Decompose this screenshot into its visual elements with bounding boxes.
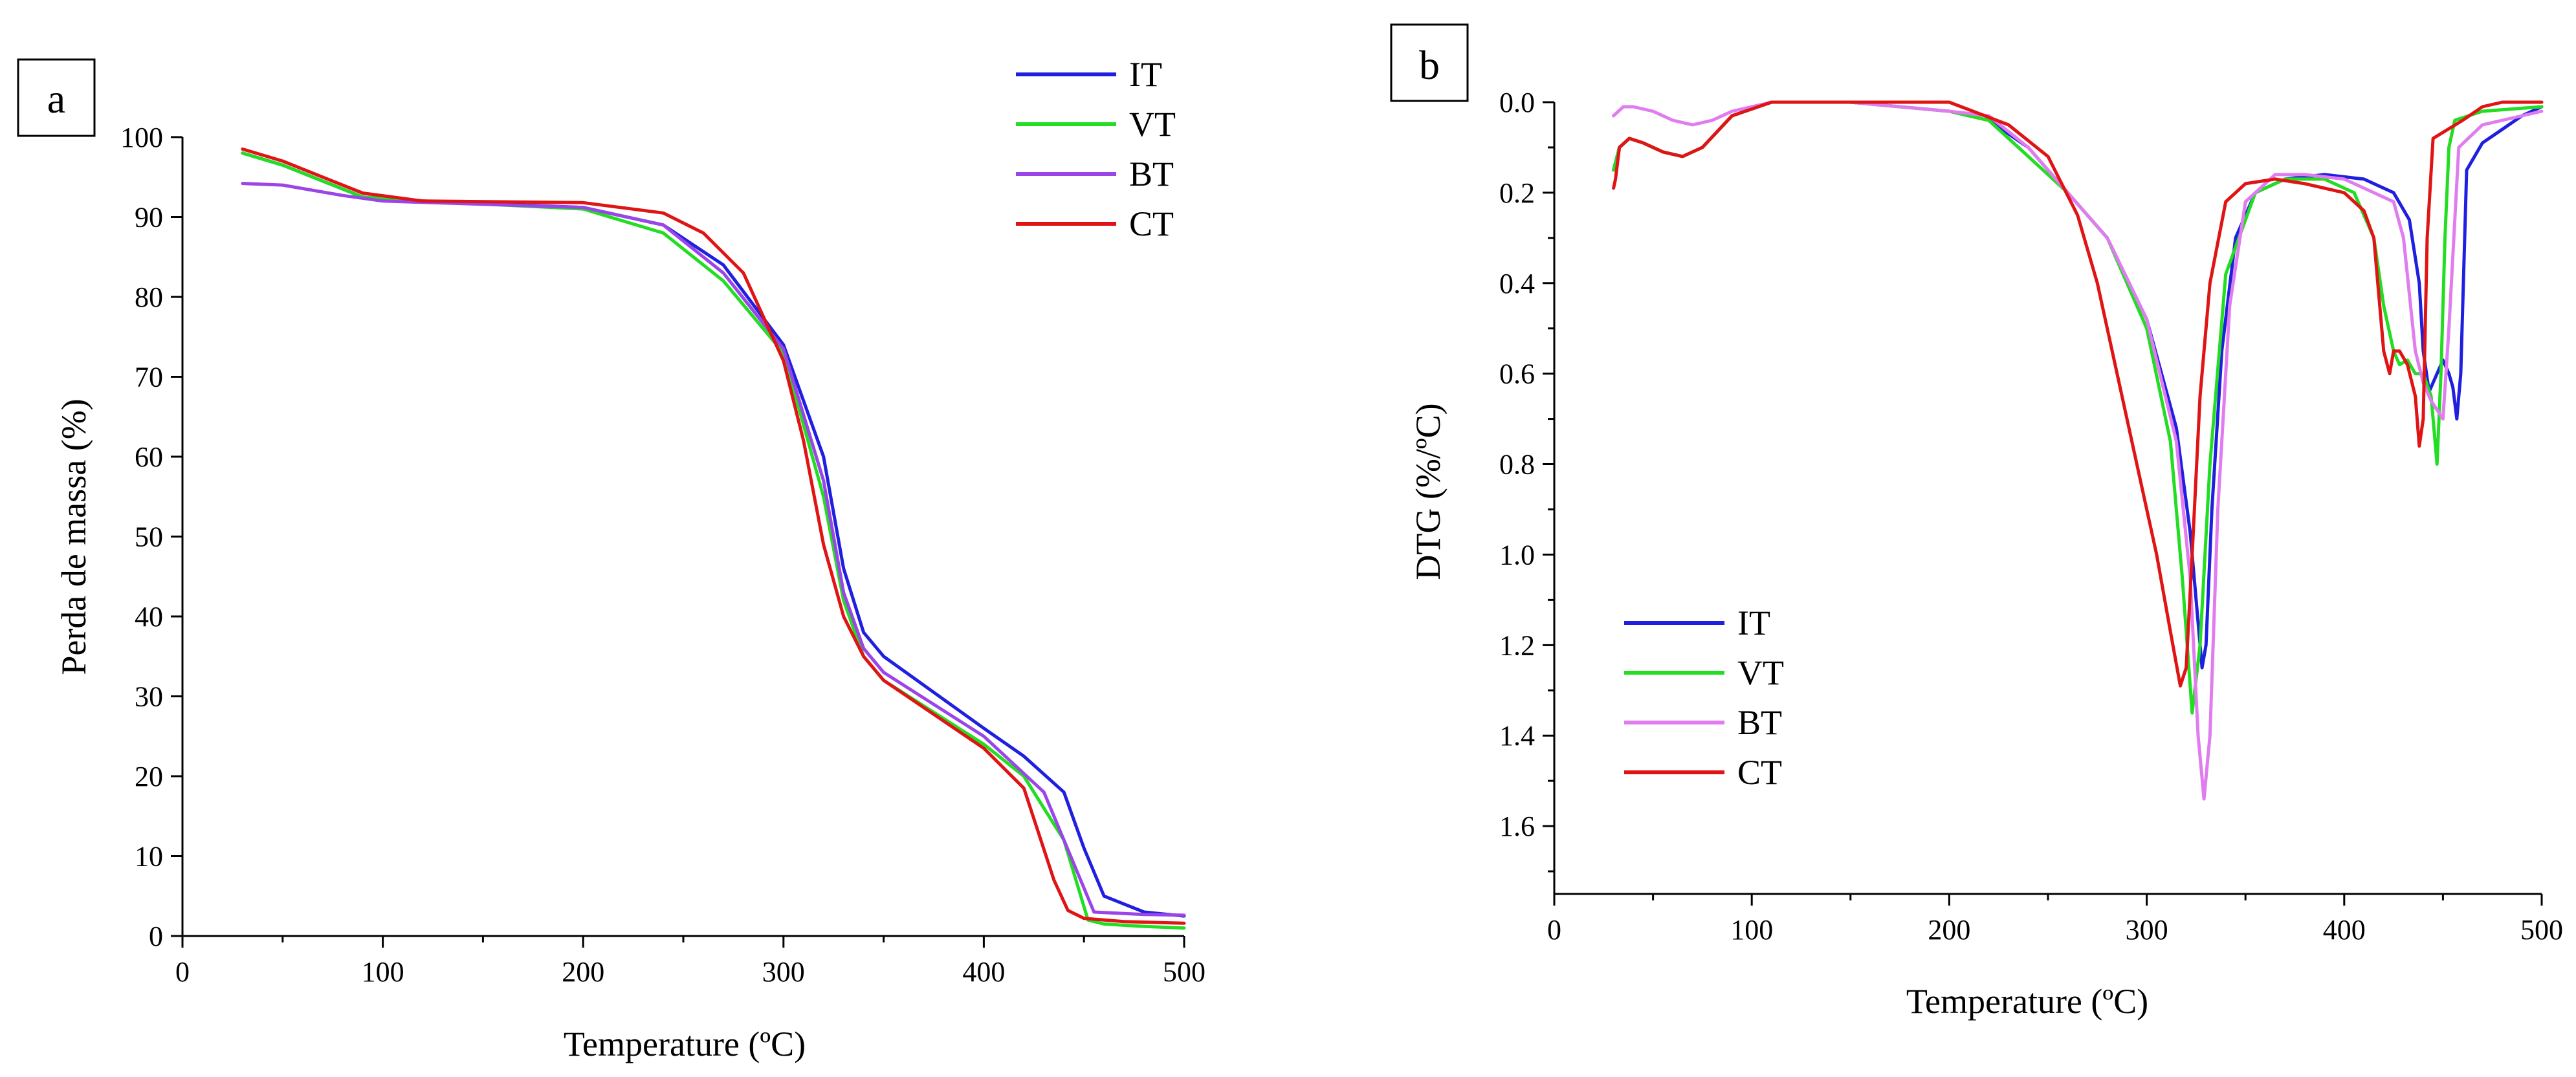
panel-a-x-tick-label: 400 (962, 956, 1005, 988)
panel-a-series-vt (241, 151, 1186, 930)
panel-a-x-ticks: 0 100 200 300 400 500 (175, 936, 1205, 988)
panel-a-y-tick-label: 50 (135, 521, 163, 553)
panel-a-y-tick-label: 0 (149, 920, 163, 952)
panel-b-label: b (1419, 42, 1440, 88)
panel-b-series-ct (1612, 100, 2544, 688)
panel-a-y-tick-label: 40 (135, 601, 163, 633)
panel-a-x-tick-label: 500 (1163, 956, 1205, 988)
panel-b-legend-label-bt: BT (1737, 703, 1782, 742)
panel-a-y-tick-label: 10 (135, 841, 163, 873)
panel-a-x-tick-label: 200 (562, 956, 604, 988)
panel-b-y-tick-label: 0.0 (1499, 87, 1535, 118)
panel-b-legend-label-it: IT (1737, 604, 1770, 642)
panel-a-x-tick-label: 100 (362, 956, 404, 988)
panel-b-x-tick-label: 300 (2126, 914, 2168, 946)
panel-a-legend-label-it: IT (1129, 55, 1162, 94)
panel-a-y-tick-label: 70 (135, 362, 163, 393)
panel-a-label: a (47, 76, 65, 122)
panel-a-x-tick-label: 0 (175, 956, 190, 988)
panel-a-legend-label-bt: BT (1129, 155, 1174, 193)
panel-b-x-ticks: 0 100 200 300 400 500 (1547, 894, 2563, 946)
panel-b-y-axis-title: DTG (%/ºC) (1409, 403, 1448, 580)
panel-b-y-tick-label: 1.0 (1499, 539, 1535, 571)
panel-a-y-ticks: 0 10 20 30 40 50 60 70 80 90 100 (120, 122, 182, 952)
panel-b-x-tick-label: 100 (1730, 914, 1773, 946)
panel-b-x-tick-label: 200 (1928, 914, 1970, 946)
panel-b-y-ticks: 0.0 0.2 0.4 0.6 0.8 1.0 1.2 1.4 1.6 (1499, 87, 1554, 873)
chart-panel-b: b 0 100 200 300 400 500 0.0 0.2 0.4 0.6 0.8 1.0 1.2… (1390, 23, 2563, 1021)
panel-a-legend: IT VT BT CT (1016, 55, 1176, 243)
panel-a-legend-label-vt: VT (1129, 105, 1176, 144)
panel-a-y-tick-label: 20 (135, 761, 163, 792)
panel-a-x-tick-label: 300 (762, 956, 805, 988)
panel-a-x-axis-title: Temperature (ºC) (564, 1025, 806, 1063)
panel-b-y-tick-label: 0.2 (1499, 177, 1535, 209)
chart-panel-a: a 0 100 200 300 400 500 0 10 20 30 40 50 60 70 80 90 10… (17, 55, 1205, 1063)
panel-a-y-tick-label: 90 (135, 202, 163, 234)
panel-a-y-tick-label: 100 (120, 122, 163, 153)
panel-b-y-tick-label: 0.8 (1499, 449, 1535, 481)
panel-b-x-axis-title: Temperature (ºC) (1906, 982, 2148, 1021)
panel-b-y-tick-label: 0.4 (1499, 268, 1535, 299)
panel-a-y-tick-label: 60 (135, 441, 163, 473)
panel-b-y-tick-label: 1.2 (1499, 629, 1535, 661)
panel-b-y-tick-label: 1.6 (1499, 810, 1535, 842)
panel-a-series-bt (241, 182, 1186, 917)
panel-a-label-box (17, 58, 96, 137)
panel-a-y-axis-title: Perda de massa (%) (54, 398, 93, 675)
panel-a-series-lines (241, 147, 1186, 930)
panel-b-legend-label-vt: VT (1737, 653, 1784, 692)
panel-a-series-ct (241, 147, 1186, 925)
panel-a-legend-label-ct: CT (1129, 204, 1174, 243)
panel-a-y-tick-label: 80 (135, 281, 163, 313)
panel-b-label-box (1390, 23, 1469, 102)
panel-b-legend-label-ct: CT (1737, 753, 1782, 792)
panel-b-x-tick-label: 400 (2323, 914, 2366, 946)
panel-a-y-tick-label: 30 (135, 681, 163, 713)
panel-b-y-tick-label: 0.6 (1499, 358, 1535, 390)
panel-b-x-tick-label: 0 (1547, 914, 1561, 946)
panel-b-series-bt (1612, 100, 2544, 801)
panel-b-y-tick-label: 1.4 (1499, 720, 1535, 752)
panel-b-series-lines (1612, 100, 2544, 801)
panel-b-legend: IT VT BT CT (1624, 604, 1784, 792)
panel-b-x-tick-label: 500 (2520, 914, 2563, 946)
